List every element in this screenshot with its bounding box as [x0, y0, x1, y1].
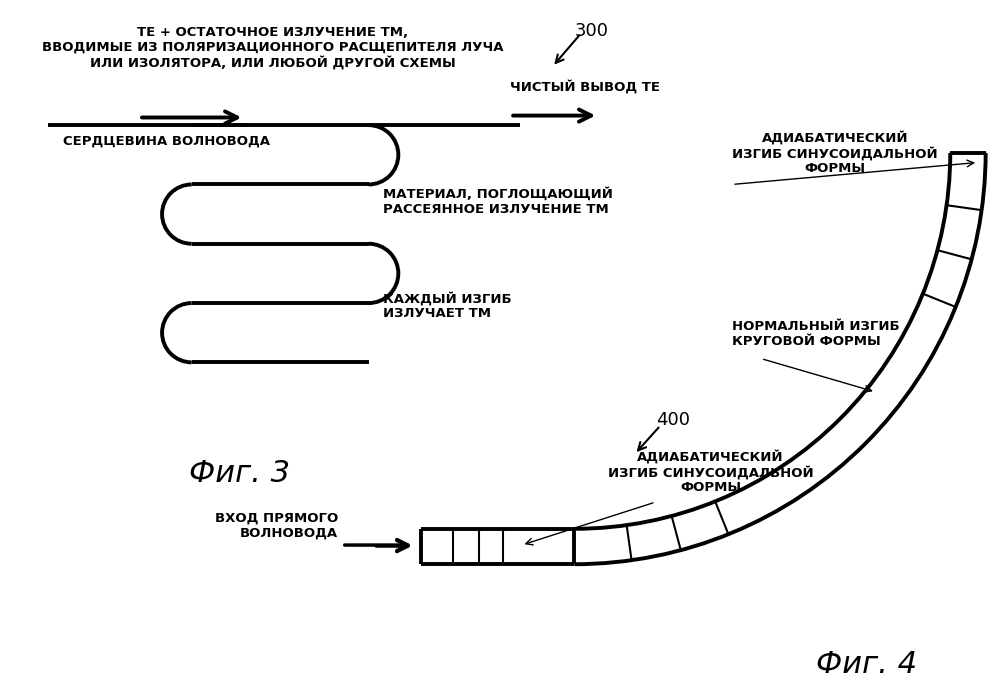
Text: 300: 300	[574, 22, 608, 40]
Text: МАТЕРИАЛ, ПОГЛОЩАЮЩИЙ
РАССЕЯННОЕ ИЗЛУЧЕНИЕ ТМ: МАТЕРИАЛ, ПОГЛОЩАЮЩИЙ РАССЕЯННОЕ ИЗЛУЧЕН…	[383, 188, 613, 216]
Text: ЧИСТЫЙ ВЫВОД ТЕ: ЧИСТЫЙ ВЫВОД ТЕ	[510, 79, 660, 93]
Text: Фиг. 4: Фиг. 4	[816, 650, 917, 679]
Text: ТЕ + ОСТАТОЧНОЕ ИЗЛУЧЕНИЕ ТМ,
ВВОДИМЫЕ ИЗ ПОЛЯРИЗАЦИОННОГО РАСЩЕПИТЕЛЯ ЛУЧА
ИЛИ : ТЕ + ОСТАТОЧНОЕ ИЗЛУЧЕНИЕ ТМ, ВВОДИМЫЕ И…	[42, 26, 504, 70]
Text: ВХОД ПРЯМОГО
ВОЛНОВОДА: ВХОД ПРЯМОГО ВОЛНОВОДА	[215, 512, 338, 540]
Text: НОРМАЛЬНЫЙ ИЗГИБ
КРУГОВОЙ ФОРМЫ: НОРМАЛЬНЫЙ ИЗГИБ КРУГОВОЙ ФОРМЫ	[732, 321, 900, 349]
Text: СЕРДЦЕВИНА ВОЛНОВОДА: СЕРДЦЕВИНА ВОЛНОВОДА	[63, 134, 270, 148]
Text: КАЖДЫЙ ИЗГИБ
ИЗЛУЧАЕТ ТМ: КАЖДЫЙ ИЗГИБ ИЗЛУЧАЕТ ТМ	[383, 291, 512, 321]
Text: 400: 400	[656, 411, 690, 429]
Text: АДИАБАТИЧЕСКИЙ
ИЗГИБ СИНУСОИДАЛЬНОЙ
ФОРМЫ: АДИАБАТИЧЕСКИЙ ИЗГИБ СИНУСОИДАЛЬНОЙ ФОРМ…	[732, 130, 938, 176]
Text: Фиг. 3: Фиг. 3	[189, 459, 290, 488]
Text: АДИАБАТИЧЕСКИЙ
ИЗГИБ СИНУСОИДАЛЬНОЙ
ФОРМЫ: АДИАБАТИЧЕСКИЙ ИЗГИБ СИНУСОИДАЛЬНОЙ ФОРМ…	[608, 449, 813, 494]
